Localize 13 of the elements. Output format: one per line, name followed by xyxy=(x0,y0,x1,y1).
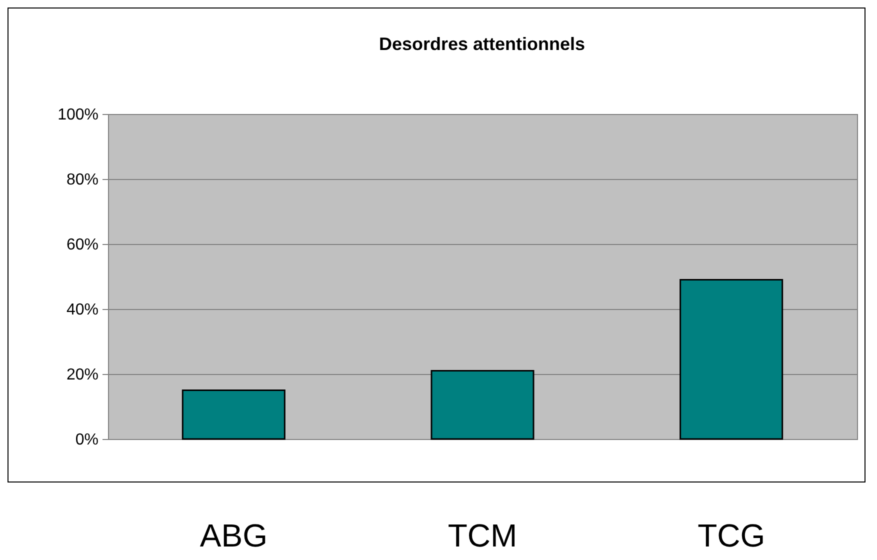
y-tick-label: 100% xyxy=(58,106,98,124)
y-tick-label: 0% xyxy=(75,432,98,448)
x-tick-label: TCG xyxy=(698,518,766,554)
bar xyxy=(430,370,534,440)
y-tick-label: 60% xyxy=(66,236,98,254)
y-tick-label: 80% xyxy=(66,172,98,188)
bar xyxy=(680,279,784,440)
y-tick-label: 40% xyxy=(66,302,98,318)
x-tick-label: TCM xyxy=(448,518,518,554)
bar xyxy=(182,390,286,440)
x-tick-label: ABG xyxy=(200,518,268,554)
y-tick-label: 20% xyxy=(66,366,98,384)
chart-title: Desordres attentionnels xyxy=(378,34,586,54)
